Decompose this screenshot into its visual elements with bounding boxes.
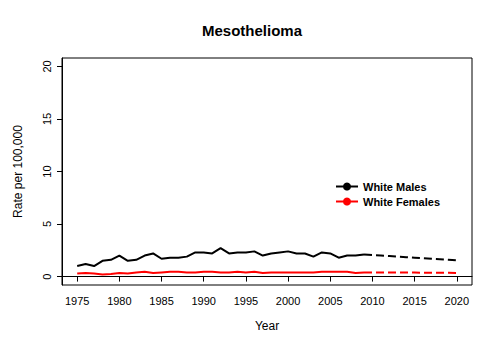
svg-text:20: 20 (41, 60, 53, 72)
svg-text:10: 10 (41, 165, 53, 177)
svg-text:5: 5 (41, 221, 53, 227)
svg-text:1985: 1985 (149, 295, 173, 307)
svg-text:2005: 2005 (318, 295, 342, 307)
svg-text:Year: Year (255, 319, 279, 333)
svg-text:2000: 2000 (276, 295, 300, 307)
svg-text:2020: 2020 (445, 295, 469, 307)
svg-text:Mesothelioma: Mesothelioma (202, 22, 303, 39)
svg-text:White Males: White Males (363, 181, 427, 193)
svg-text:1975: 1975 (65, 295, 89, 307)
svg-text:1980: 1980 (107, 295, 131, 307)
svg-text:0: 0 (41, 274, 53, 280)
svg-text:2010: 2010 (360, 295, 384, 307)
svg-text:White Females: White Females (363, 196, 440, 208)
svg-text:2015: 2015 (402, 295, 426, 307)
svg-text:1995: 1995 (234, 295, 258, 307)
svg-text:1990: 1990 (191, 295, 215, 307)
svg-text:Rate per 100,000: Rate per 100,000 (11, 125, 25, 218)
svg-text:15: 15 (41, 113, 53, 125)
